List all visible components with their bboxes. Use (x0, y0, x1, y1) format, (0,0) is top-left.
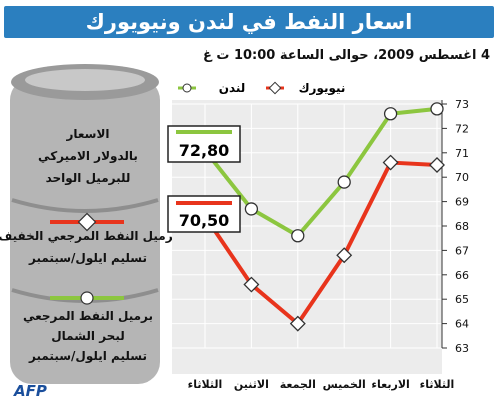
legend-newyork-marker (268, 81, 282, 95)
left-red-swatch (50, 212, 124, 232)
x-tick-label: الاثنين (234, 378, 269, 391)
y-tick-label: 68 (455, 220, 469, 233)
barrel-body (10, 78, 160, 384)
chart-title: اسعار النفط في لندن ونيويورك (85, 10, 413, 34)
y-tick-label: 65 (455, 293, 469, 306)
legend-newyork-label: نيويورك (299, 81, 346, 96)
x-tick-label: الثلاثاء (188, 378, 223, 391)
y-tick-label: 66 (455, 269, 469, 282)
intro-line-1: الاسعار (65, 127, 109, 141)
x-axis: الثلاثاء الاثنين الجمعة الخميس الاربعاء الثلا… (188, 378, 455, 391)
source-logo: AFP (13, 382, 47, 400)
newyork-last-value: 70,50 (179, 211, 230, 230)
y-tick-label: 71 (455, 147, 469, 160)
newyork-point (289, 315, 306, 332)
green-series-text-2: لبحر الشمال (51, 329, 125, 343)
series-line-0 (203, 106, 438, 238)
red-series-text-1: برميل النفط المرجعي الخفيف (0, 229, 178, 243)
y-tick-label: 64 (455, 318, 469, 331)
date-line: 4 اغسطس 2009، حوالى الساعة 10:00 ت غ (202, 48, 490, 63)
left-green-swatch (50, 291, 124, 305)
legend-london-marker (182, 83, 192, 93)
green-series-text-1: برميل النفط المرجعي (23, 309, 153, 323)
london-point (383, 107, 398, 121)
y-tick-label: 63 (455, 342, 469, 355)
intro-line-3: للبرميل الواحد (46, 171, 131, 186)
london-point (430, 102, 444, 116)
newyork-point (336, 247, 353, 264)
x-tick-label: الخميس (323, 378, 366, 391)
y-tick-label: 72 (455, 122, 469, 135)
newyork-point (429, 157, 445, 173)
london-point (291, 229, 305, 243)
x-tick-label: الاربعاء (371, 378, 409, 391)
top-legend: لندن نيويورك (178, 81, 345, 96)
intro-line-2: بالدولار الاميركي (38, 149, 138, 164)
series-line-1 (203, 160, 438, 326)
newyork-point (382, 154, 399, 171)
y-tick-label: 70 (455, 171, 469, 184)
value-label-london: 72,80 (167, 125, 241, 163)
x-tick-label: الجمعة (280, 378, 316, 391)
title-bar (4, 6, 494, 38)
barrel-rib-1 (11, 198, 159, 213)
value-label-newyork: 70,50 (167, 195, 241, 233)
y-tick-label: 69 (455, 196, 469, 209)
newyork-point (243, 276, 260, 293)
london-point (337, 175, 351, 189)
green-series-text-3: تسليم ايلول/سبتمبر (28, 349, 147, 364)
y-tick-label: 73 (455, 98, 469, 111)
y-tick-label: 67 (455, 244, 469, 257)
barrel-lid-top (25, 69, 145, 91)
barrel-illustration (10, 64, 160, 384)
y-axis: 63 64 65 66 67 68 69 70 71 72 73 (441, 98, 469, 355)
london-last-value: 72,80 (179, 141, 230, 160)
red-series-text-2: تسليم ايلول/سبتمبر (28, 251, 147, 266)
legend-london-label: لندن (219, 81, 246, 95)
x-tick-label: الثلاثاء (420, 378, 455, 391)
london-point (244, 202, 259, 216)
